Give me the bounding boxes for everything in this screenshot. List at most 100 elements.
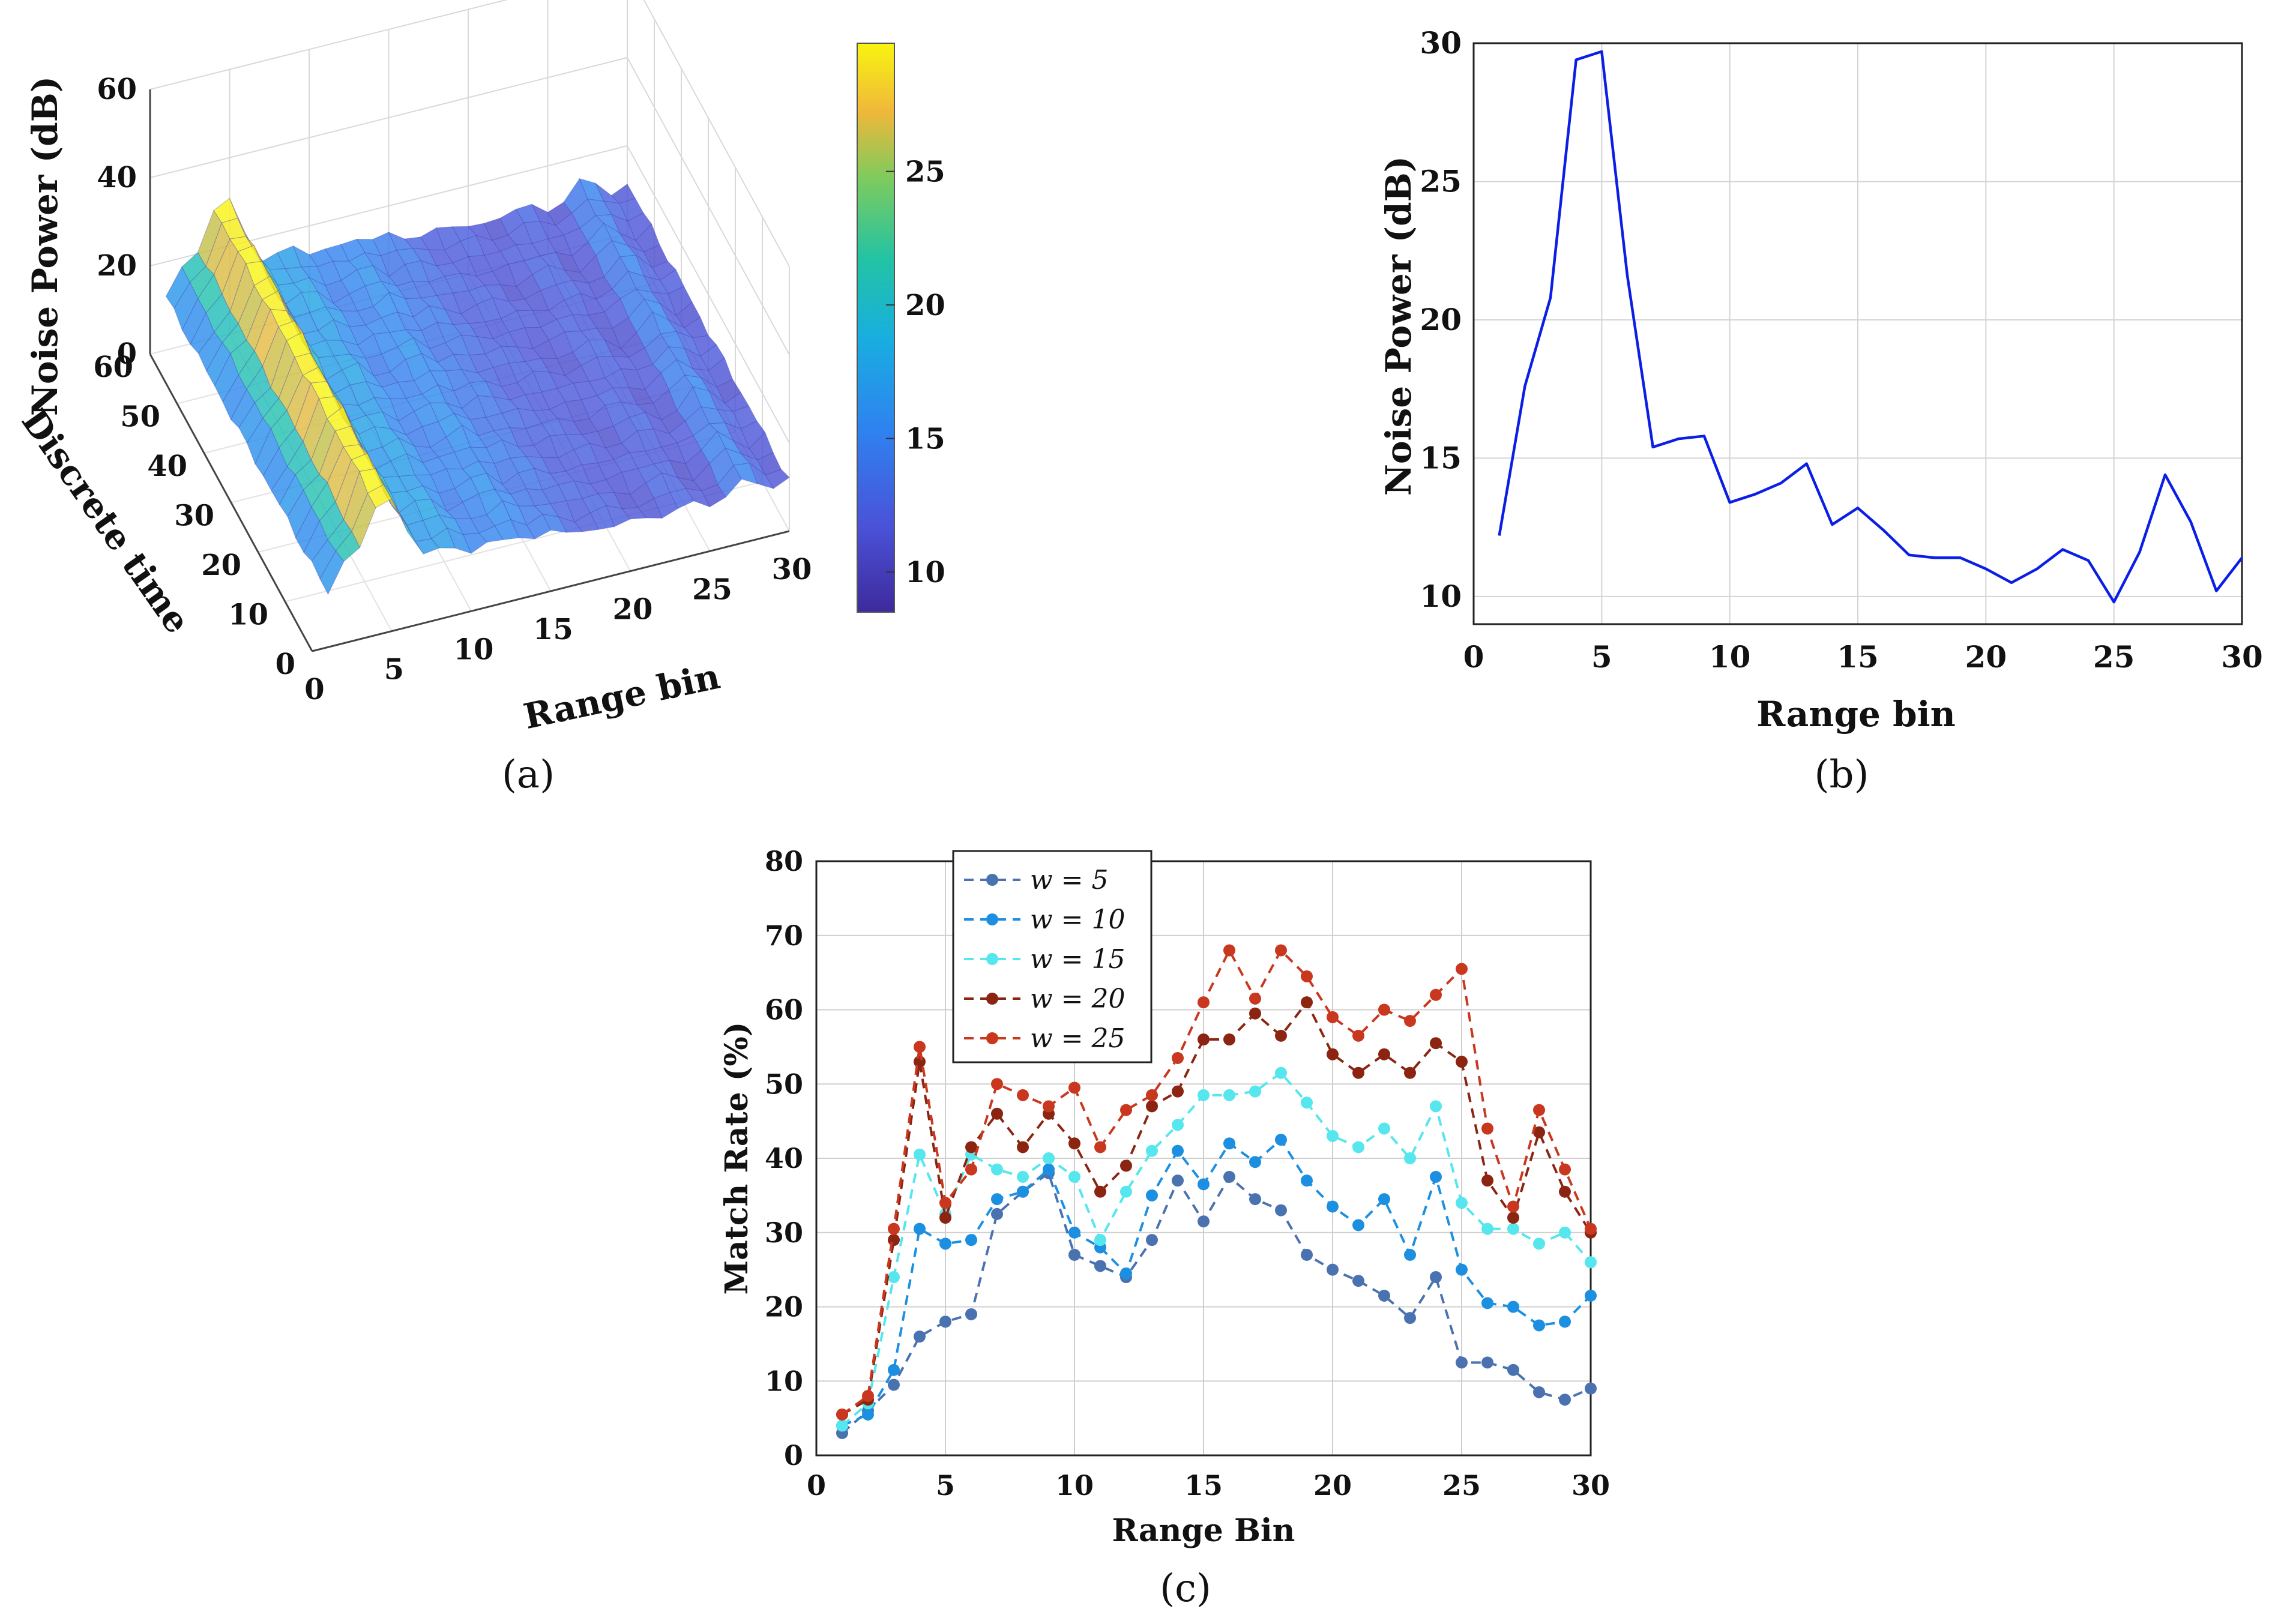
- panel-c-point-w25: [1120, 1104, 1132, 1116]
- panel-c-point-w15: [991, 1163, 1003, 1176]
- panel-a-z-tick-label: 0: [117, 337, 137, 371]
- panel-c-point-w5: [1481, 1356, 1493, 1369]
- panel-c-point-w10: [1146, 1189, 1158, 1201]
- panel-c-point-w20: [1198, 1033, 1210, 1045]
- panel-c-y-axis-label: Match Rate (%): [719, 1022, 755, 1295]
- panel-c-axes-frame: [815, 860, 1592, 1457]
- panel-c-y-tick-label: 50: [765, 1068, 803, 1100]
- panel-c-point-w10: [1172, 1144, 1184, 1157]
- panel-c-legend-label: w = 5: [1030, 865, 1109, 895]
- panel-a-y-tick-label: 30: [174, 499, 214, 533]
- panel-b-y-tick-label: 10: [1420, 579, 1462, 614]
- panel-b-x-tick-label: 0: [1463, 639, 1484, 675]
- panel-c-legend-label: w = 10: [1030, 904, 1125, 935]
- panel-c-point-w20: [1120, 1159, 1132, 1172]
- panel-c-y-tick-label: 20: [765, 1291, 803, 1323]
- panel-c-x-tick-label: 25: [1442, 1469, 1481, 1502]
- panel-c-series-line-w5: [841, 1171, 1591, 1434]
- panel-c-point-w15: [1043, 1152, 1055, 1164]
- panel-c-point-w20: [1068, 1137, 1080, 1150]
- panel-b-y-tick-label: 15: [1420, 440, 1462, 475]
- panel-c-x-tick-label: 15: [1184, 1469, 1223, 1502]
- panel-c-point-w20: [939, 1212, 951, 1224]
- panel-c-point-w10: [965, 1234, 977, 1247]
- panel-b-axes-frame: [1472, 42, 2243, 625]
- panel-c-point-w20: [1327, 1048, 1339, 1060]
- panel-b-x-tick-label: 30: [2221, 639, 2263, 675]
- panel-c-point-w10: [1430, 1170, 1442, 1183]
- panel-c-point-w10: [1585, 1289, 1597, 1302]
- panel-c-point-w5: [1456, 1356, 1468, 1369]
- panel-c-point-w25: [1481, 1122, 1493, 1135]
- panel-a-x-axis: [312, 530, 790, 652]
- panel-c-plot-area: 0 5 10 15 20 25 30 0 10 20 30 40 50 60 70 80: [765, 845, 1610, 1502]
- panel-c-point-w15: [1481, 1223, 1493, 1235]
- panel-c-point-w15: [1017, 1170, 1029, 1183]
- panel-c-point-w25: [1533, 1104, 1545, 1116]
- panel-a-colorbar-tick-label: 20: [905, 289, 945, 322]
- panel-c-point-w25: [1430, 988, 1442, 1001]
- panel-c-point-w10: [862, 1408, 874, 1421]
- panel-c-x-tick-label: 5: [936, 1469, 955, 1502]
- panel-c-point-w20: [1352, 1066, 1364, 1079]
- panel-c-point-w10: [1559, 1316, 1571, 1328]
- panel-c-point-w5: [1146, 1234, 1158, 1247]
- panel-a-x-tick-label: 5: [384, 653, 404, 687]
- panel-c-point-w5: [1507, 1364, 1519, 1376]
- panel-c-point-w15: [1198, 1089, 1210, 1101]
- panel-a-x-tick-label: 15: [533, 613, 573, 646]
- panel-c-point-w15: [1327, 1129, 1339, 1142]
- panel-c-point-w10: [991, 1193, 1003, 1206]
- panel-c-legend: w = 5 w = 10 w = 15 w = 20 w = 25: [952, 850, 1153, 1063]
- panel-c-point-w5: [1249, 1193, 1261, 1206]
- panel-c-point-w20: [1430, 1037, 1442, 1050]
- panel-c-point-w15: [1585, 1256, 1597, 1269]
- panel-c-point-w5: [1352, 1275, 1364, 1287]
- panel-b-x-tick-label: 20: [1965, 639, 2007, 675]
- panel-b-x-tick-label: 15: [1837, 639, 1879, 675]
- panel-c-point-w15: [1533, 1238, 1545, 1250]
- panel-c-point-w20: [1559, 1185, 1571, 1198]
- panel-c-point-w25: [965, 1163, 977, 1176]
- panel-c-point-w15: [1456, 1197, 1468, 1209]
- panel-c-point-w10: [1456, 1263, 1468, 1276]
- panel-a-y-tick-label: 20: [201, 549, 241, 582]
- panel-a-surface-patch: [765, 469, 790, 489]
- panel-c-point-w15: [1275, 1066, 1287, 1079]
- panel-c-point-w15: [1068, 1170, 1080, 1183]
- panel-c-y-tick-label: 30: [765, 1216, 803, 1249]
- panel-c-point-w25: [914, 1041, 926, 1053]
- panel-c-legend-marker-w25: [986, 1032, 998, 1044]
- panel-c-point-w10: [1043, 1163, 1055, 1176]
- panel-a-colorbar-tick-label: 25: [905, 155, 945, 189]
- panel-c-point-w10: [939, 1238, 951, 1250]
- panel-c-y-tick-label: 60: [765, 994, 803, 1026]
- panel-c-point-w10: [1068, 1226, 1080, 1239]
- panel-c-point-w20: [1094, 1185, 1106, 1198]
- panel-c-point-w15: [1120, 1185, 1132, 1198]
- panel-c-point-w20: [1507, 1212, 1519, 1224]
- panel-c-point-w25: [1043, 1100, 1055, 1113]
- panel-c-point-w25: [888, 1223, 900, 1235]
- panel-c-point-w25: [1017, 1089, 1029, 1101]
- panel-c-point-w10: [1533, 1319, 1545, 1332]
- panel-c-point-w20: [1533, 1126, 1545, 1138]
- panel-c-point-w5: [1275, 1204, 1287, 1216]
- panel-c-point-w25: [1327, 1011, 1339, 1023]
- panel-c-point-w20: [1146, 1100, 1158, 1113]
- panel-c-series-line-w15: [841, 1071, 1592, 1427]
- panel-a-z-axis-label: Noise Power (dB): [25, 76, 65, 416]
- panel-c-point-w15: [1352, 1141, 1364, 1153]
- panel-b-line-chart: 0 5 10 15 20 25 30 10 15 20 25 30 Range bin Noise P…: [1378, 25, 2263, 797]
- panel-c-point-w15: [1223, 1089, 1235, 1101]
- panel-c-point-w15: [1146, 1144, 1158, 1157]
- panel-c-series-line-w10: [842, 1138, 1592, 1427]
- panel-c-point-w10: [1481, 1297, 1493, 1310]
- panel-a-y-axis-label: Discrete time: [14, 401, 198, 640]
- panel-c-legend-marker-w15: [986, 953, 998, 965]
- panel-a-colorbar-tick-label: 15: [905, 423, 945, 456]
- panel-c-point-w25: [1378, 1003, 1390, 1016]
- panel-a-x-tick-label: 20: [613, 593, 653, 627]
- panel-c-point-w25: [1456, 963, 1468, 975]
